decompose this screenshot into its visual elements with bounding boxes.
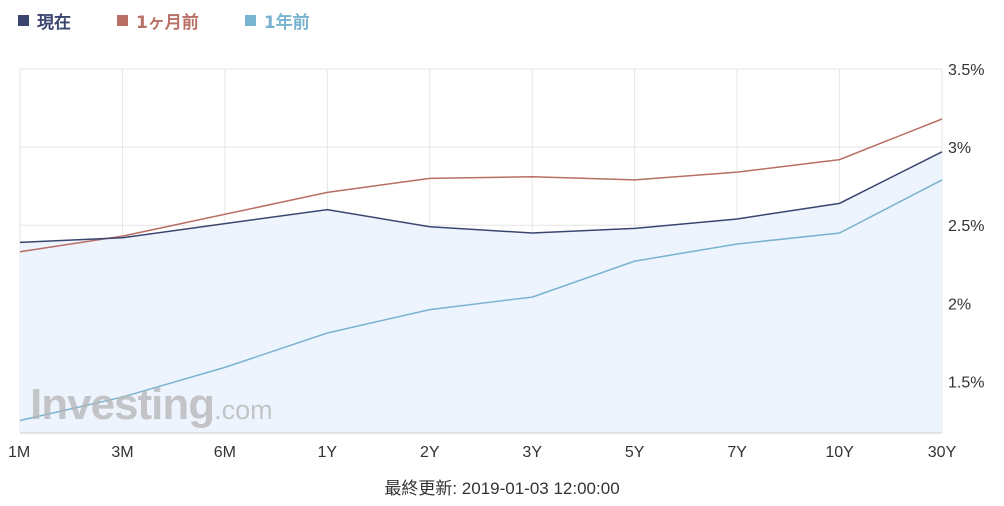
y-tick-label: 3.5% <box>948 62 984 79</box>
legend-item-0[interactable]: 現在 <box>18 8 71 33</box>
y-tick-label: 1.5% <box>948 374 984 391</box>
series-line <box>19 118 943 253</box>
x-tick-label: 5Y <box>625 444 645 461</box>
series-line <box>19 151 943 244</box>
legend-label: 現在 <box>37 12 71 33</box>
last-updated-text: 最終更新: 2019-01-03 12:00:00 <box>384 479 620 498</box>
watermark-tld-text: .com <box>214 395 273 425</box>
x-tick-label: 10Y <box>825 444 854 461</box>
legend-item-1[interactable]: 1ヶ月前 <box>117 8 199 33</box>
legend-item-2[interactable]: 1年前 <box>244 8 310 33</box>
watermark-main-text: Investing <box>30 380 215 429</box>
x-tick-label: 3Y <box>522 444 542 461</box>
x-tick-label: 7Y <box>727 444 747 461</box>
y-tick-label: 3% <box>948 140 971 157</box>
series-line <box>19 179 943 422</box>
x-tick-label: 3M <box>111 444 133 461</box>
x-tick-label: 30Y <box>928 444 957 461</box>
chart-legend: 現在 1ヶ月前 1年前 <box>18 8 356 33</box>
x-tick-label: 1Y <box>318 444 338 461</box>
legend-swatch <box>117 14 128 26</box>
y-tick-label: 2% <box>948 296 971 313</box>
legend-swatch <box>18 14 29 26</box>
x-tick-label: 1M <box>8 444 30 461</box>
x-tick-label: 2Y <box>420 444 440 461</box>
legend-label: 1年前 <box>263 12 310 33</box>
x-tick-label: 6M <box>214 444 236 461</box>
y-tick-label: 2.5% <box>948 218 984 235</box>
legend-label: 1ヶ月前 <box>136 12 199 33</box>
series-area-fill <box>20 151 942 433</box>
investing-watermark-logo: Investing.com <box>30 380 273 430</box>
legend-swatch <box>244 14 256 26</box>
